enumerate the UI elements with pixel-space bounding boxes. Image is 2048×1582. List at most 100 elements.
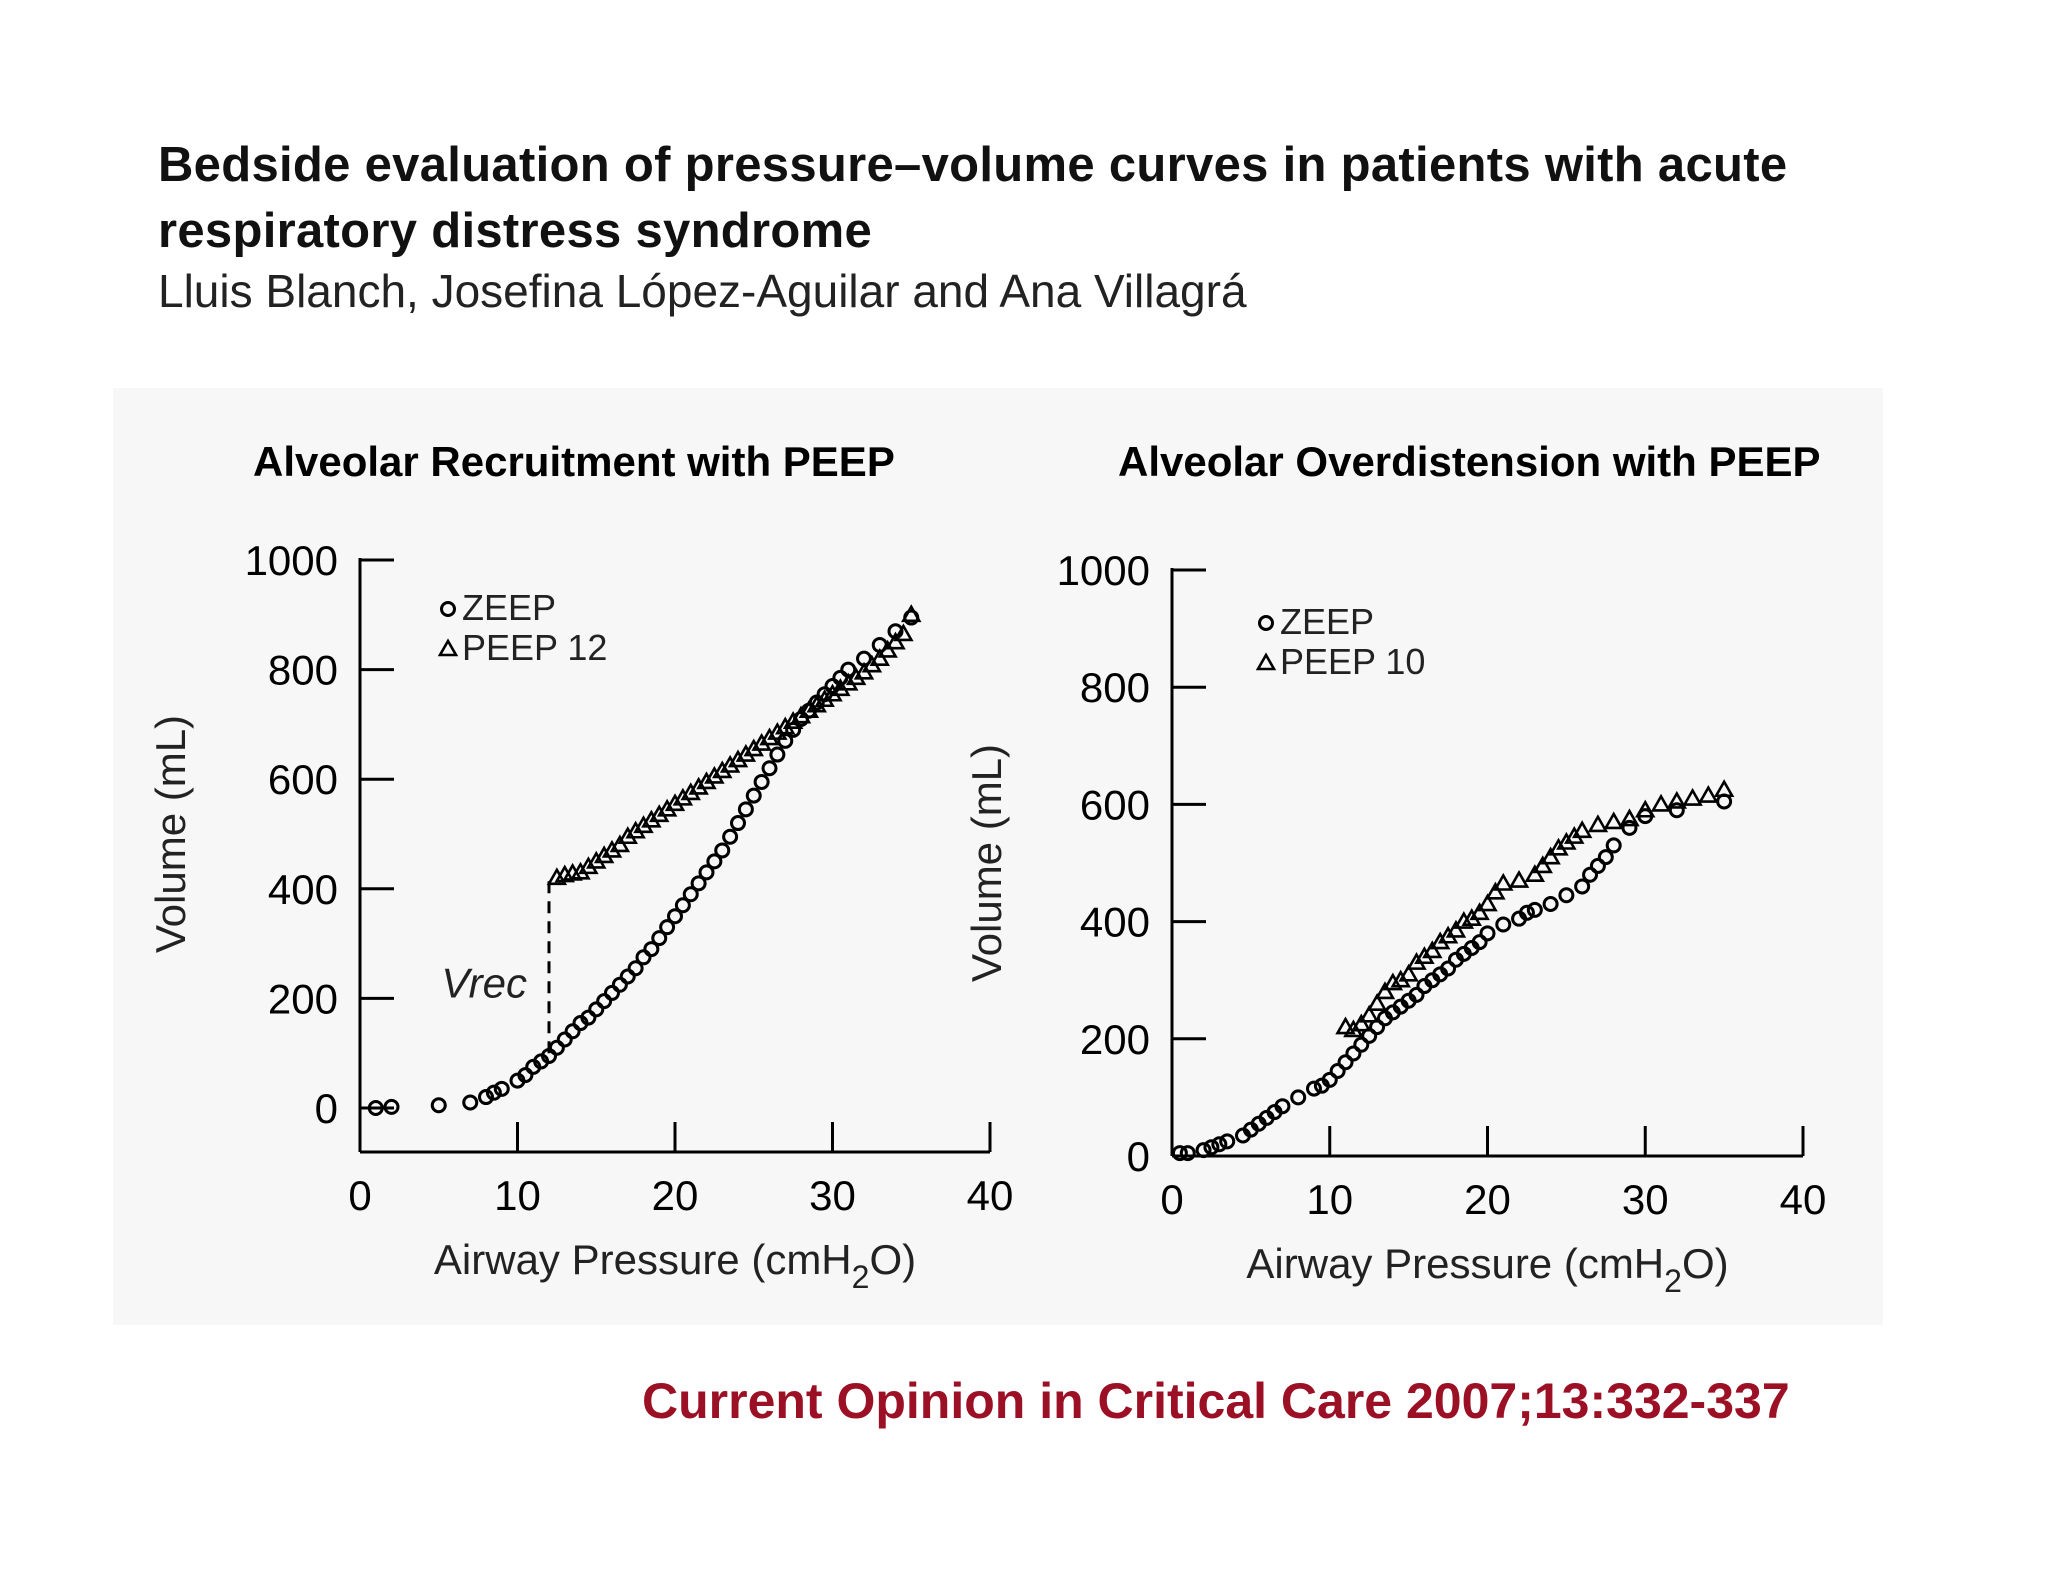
- data-point: [690, 875, 707, 892]
- chart-2: Alveolar Overdistension with PEEP0200400…: [963, 438, 1826, 1299]
- data-point: [722, 828, 739, 845]
- legend-marker-triangle: [437, 638, 459, 657]
- series-zeep: [1171, 793, 1733, 1162]
- data-point: [633, 815, 654, 834]
- data-point: [761, 760, 778, 777]
- data-point: [1211, 1136, 1228, 1153]
- data-point: [611, 976, 628, 993]
- data-point: [1408, 986, 1425, 1003]
- data-point: [1621, 819, 1638, 836]
- data-point: [1422, 940, 1443, 959]
- y-tick-label: 1000: [1057, 547, 1150, 594]
- journal-citation: Current Opinion in Critical Care 2007;13…: [642, 1373, 1790, 1429]
- data-point: [570, 861, 591, 880]
- legend-marker-circle: [440, 601, 456, 617]
- y-tick-label: 200: [268, 975, 338, 1022]
- data-point: [1485, 881, 1506, 900]
- x-tick-label: 30: [1622, 1176, 1669, 1223]
- data-point: [745, 787, 762, 804]
- data-point: [649, 804, 670, 823]
- data-point: [1469, 902, 1490, 921]
- data-point: [893, 623, 914, 642]
- data-point: [830, 678, 851, 697]
- data-point: [1203, 1139, 1220, 1156]
- data-point: [635, 949, 652, 966]
- data-point: [743, 738, 764, 757]
- y-tick-label: 0: [315, 1085, 338, 1132]
- data-point: [688, 776, 709, 795]
- data-point: [838, 672, 859, 691]
- y-tick-label: 600: [1080, 781, 1150, 828]
- data-point: [1493, 872, 1514, 891]
- data-point: [1471, 934, 1488, 951]
- data-point: [1329, 1063, 1346, 1080]
- slide-title: Bedside evaluation of pressure–volume cu…: [158, 138, 1788, 258]
- data-point: [462, 1094, 479, 1111]
- data-point: [641, 809, 662, 828]
- data-point: [627, 960, 644, 977]
- x-axis-label-main: Airway Pressure (cmH: [434, 1236, 852, 1283]
- y-tick-label: 200: [1080, 1016, 1150, 1063]
- data-point: [1195, 1142, 1212, 1159]
- data-point: [1337, 1054, 1354, 1071]
- data-point: [1366, 993, 1388, 1011]
- data-point: [727, 749, 749, 768]
- data-point: [1542, 896, 1559, 913]
- data-point: [367, 1100, 384, 1116]
- data-point: [1666, 790, 1688, 809]
- data-point: [1619, 808, 1640, 827]
- data-point: [586, 850, 607, 869]
- data-point: [604, 984, 620, 1001]
- data-point: [845, 667, 867, 686]
- data-point: [1382, 972, 1404, 991]
- series-zeep: [367, 609, 920, 1116]
- data-point: [814, 689, 835, 708]
- y-tick-label: 800: [268, 647, 338, 694]
- data-point: [1495, 916, 1512, 933]
- x-tick-label: 40: [967, 1172, 1014, 1219]
- y-axis-label: Volume (mL): [963, 744, 1010, 982]
- data-point: [478, 1089, 494, 1106]
- data-point: [1540, 846, 1561, 865]
- vrec-label: Vrec: [441, 960, 527, 1007]
- data-point: [1477, 893, 1498, 912]
- data-point: [1603, 811, 1624, 830]
- data-point: [1453, 910, 1475, 929]
- authors-line: Lluis Blanch, Josefina López-Aguilar and…: [158, 265, 1247, 317]
- chart-title: Alveolar Recruitment with PEEP: [253, 438, 895, 485]
- data-point: [672, 787, 694, 806]
- data-point: [596, 993, 613, 1010]
- x-tick-label: 0: [348, 1172, 371, 1219]
- data-point: [1650, 793, 1672, 812]
- x-tick-label: 20: [1464, 1176, 1511, 1223]
- data-point: [656, 798, 678, 817]
- data-point: [759, 727, 780, 746]
- data-point: [1668, 802, 1685, 819]
- y-tick-label: 1000: [245, 537, 338, 584]
- legend-label: ZEEP: [1280, 601, 1374, 642]
- data-point: [1698, 784, 1719, 803]
- data-point: [1605, 837, 1622, 854]
- y-tick-label: 400: [1080, 899, 1150, 946]
- data-point: [578, 856, 599, 875]
- data-point: [1574, 878, 1591, 895]
- data-point: [485, 1084, 502, 1101]
- legend-label: ZEEP: [462, 587, 556, 628]
- y-tick-label: 0: [1127, 1133, 1150, 1180]
- data-point: [383, 1098, 400, 1115]
- data-point: [680, 782, 701, 801]
- data-point: [775, 716, 796, 735]
- data-point: [1440, 960, 1457, 977]
- data-point: [719, 754, 741, 773]
- legend-marker-circle: [1258, 615, 1274, 631]
- data-point: [548, 1039, 565, 1056]
- x-axis-label-subscript: 2: [1664, 1263, 1682, 1299]
- x-axis-label: Airway Pressure (cmH2O): [1246, 1240, 1728, 1299]
- data-point: [556, 1031, 573, 1048]
- x-tick-label: 30: [809, 1172, 856, 1219]
- data-point: [593, 845, 615, 864]
- data-point: [1321, 1071, 1338, 1088]
- x-axis-label-end: O): [869, 1236, 916, 1283]
- data-point: [1345, 1045, 1362, 1062]
- data-point: [714, 842, 731, 859]
